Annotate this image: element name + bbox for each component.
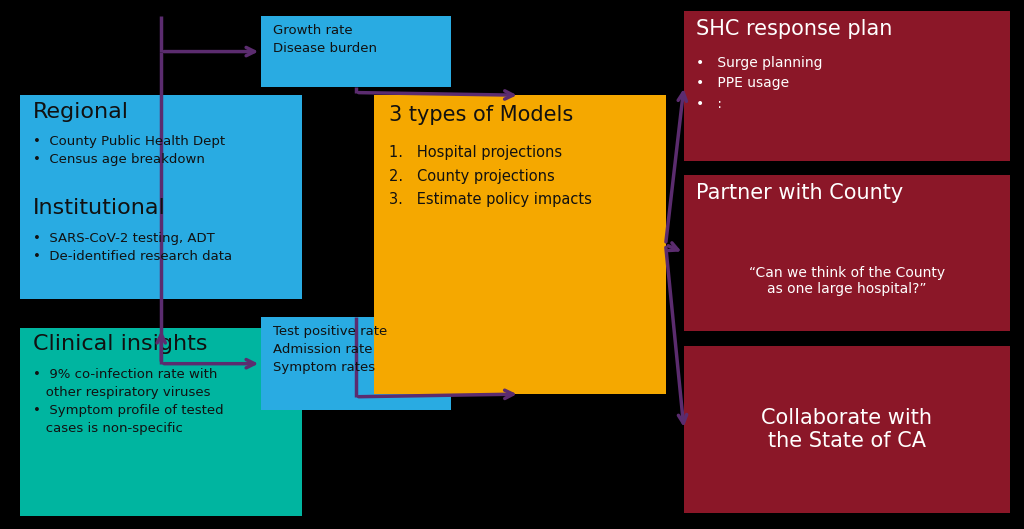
FancyBboxPatch shape	[684, 346, 1010, 513]
Text: Regional: Regional	[33, 102, 129, 122]
Text: Collaborate with
the State of CA: Collaborate with the State of CA	[762, 408, 932, 451]
Text: •  SARS-CoV-2 testing, ADT
•  De-identified research data: • SARS-CoV-2 testing, ADT • De-identifie…	[33, 232, 231, 263]
FancyBboxPatch shape	[684, 175, 1010, 331]
Text: Clinical insights: Clinical insights	[33, 334, 207, 354]
Text: “Can we think of the County
as one large hospital?”: “Can we think of the County as one large…	[749, 266, 945, 296]
Text: SHC response plan: SHC response plan	[696, 19, 893, 39]
FancyBboxPatch shape	[261, 16, 451, 87]
Text: Growth rate
Disease burden: Growth rate Disease burden	[273, 24, 378, 55]
Text: 3 types of Models: 3 types of Models	[389, 105, 573, 125]
FancyBboxPatch shape	[20, 95, 302, 299]
Text: •  County Public Health Dept
•  Census age breakdown: • County Public Health Dept • Census age…	[33, 135, 225, 166]
Text: •  9% co-infection rate with
   other respiratory viruses
•  Symptom profile of : • 9% co-infection rate with other respir…	[33, 368, 223, 435]
Text: Partner with County: Partner with County	[696, 183, 903, 203]
FancyBboxPatch shape	[684, 11, 1010, 161]
Text: Institutional: Institutional	[33, 198, 166, 218]
FancyBboxPatch shape	[374, 95, 666, 394]
FancyBboxPatch shape	[20, 328, 302, 516]
Text: 1.   Hospital projections
2.   County projections
3.   Estimate policy impacts: 1. Hospital projections 2. County projec…	[389, 145, 592, 207]
Text: Test positive rate
Admission rate
Symptom rates: Test positive rate Admission rate Sympto…	[273, 325, 388, 375]
FancyBboxPatch shape	[261, 317, 451, 410]
Text: •   Surge planning
•   PPE usage
•   :: • Surge planning • PPE usage • :	[696, 56, 823, 111]
